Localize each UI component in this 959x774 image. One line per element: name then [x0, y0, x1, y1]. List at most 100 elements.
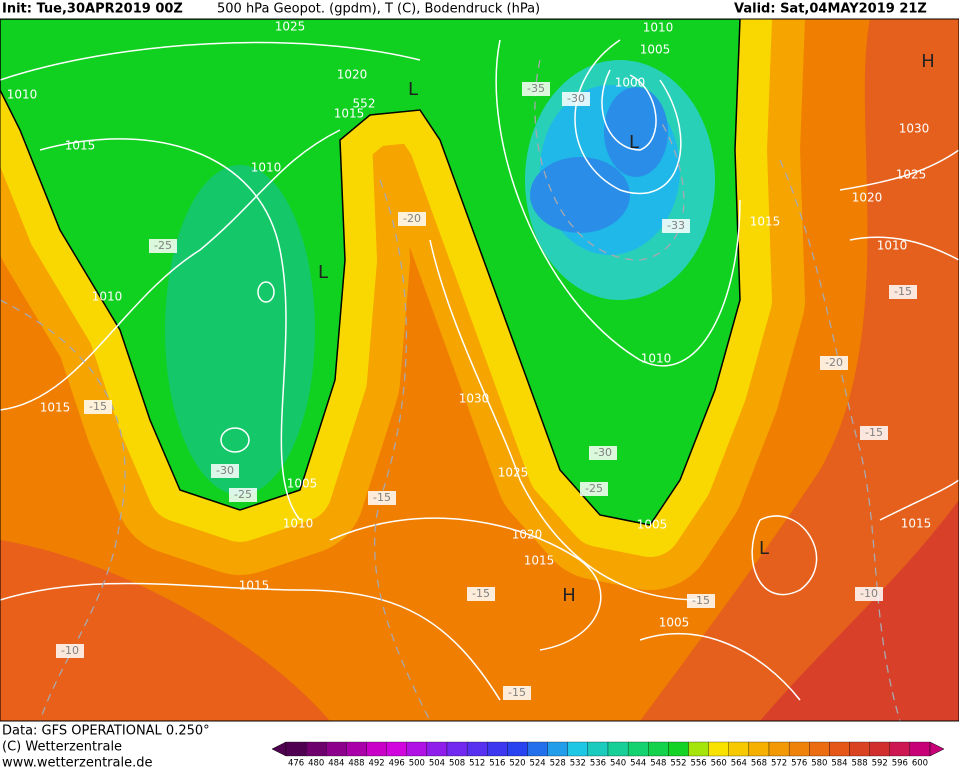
copyright: (C) Wetterzentrale — [2, 740, 122, 755]
isobar-label: 1010 — [251, 161, 282, 175]
colorbar-swatch — [487, 741, 508, 757]
colorbar-tick-label: 496 — [389, 759, 405, 769]
temperature-label: -20 — [825, 356, 843, 369]
colorbar-tick-label: 512 — [469, 759, 485, 769]
temperature-label-box — [580, 482, 608, 496]
colorbar-swatch — [346, 741, 367, 757]
temperature-label-box — [889, 285, 917, 299]
temperature-label: -35 — [527, 82, 545, 95]
map-labels: 1025 101010051000101010205521015103010151… — [7, 20, 935, 700]
temperature-label-box — [522, 82, 550, 96]
colorbar: 476 480 484 488 492 496 500 504 508 512 516 520 524 5… — [271, 741, 945, 769]
temperature-label: -20 — [403, 212, 421, 225]
colorbar-tick-label: 520 — [509, 759, 525, 769]
temperature-label-box — [820, 356, 848, 370]
field-description: 500 hPa Geopot. (gpdm), T (C), Bodendruc… — [217, 2, 540, 17]
isobar-label: 1005 — [637, 518, 668, 532]
colorbar-swatch — [909, 741, 931, 757]
colorbar-swatch — [889, 741, 911, 757]
isobar-label: 552 — [353, 97, 376, 111]
temperature-label-box — [398, 212, 426, 226]
website: www.wetterzentrale.de — [2, 756, 152, 771]
colorbar-tick-label: 532 — [570, 759, 586, 769]
isobar — [639, 632, 801, 701]
warm-region — [640, 19, 959, 721]
colorbar-tick-label: 592 — [872, 759, 888, 769]
pressure-center: L — [629, 132, 639, 153]
colorbar-tick-label: 600 — [912, 759, 928, 769]
colorbar-tick-label: 476 — [288, 759, 304, 769]
isobar-label: 1015 — [334, 107, 365, 121]
isotherm — [373, 179, 431, 721]
colorbar-tick-label: 488 — [348, 759, 364, 769]
colorbar-swatch — [809, 741, 830, 757]
temperature-label: -10 — [61, 644, 79, 657]
temperature-label: -25 — [154, 239, 172, 252]
isobar — [574, 39, 682, 195]
colorbar-swatch — [567, 741, 589, 757]
isobar-label: 1015 — [750, 215, 781, 229]
colorbar-tick-label: 560 — [711, 759, 727, 769]
isobars — [0, 39, 959, 701]
colorbar-tick-label: 580 — [811, 759, 827, 769]
colorbar-swatch — [305, 741, 327, 757]
band-blue — [604, 87, 668, 177]
colorbar-swatch — [829, 741, 850, 757]
colorbar-end — [271, 741, 287, 757]
temperature-label: -15 — [472, 587, 490, 600]
temperature-label-box — [467, 587, 495, 601]
isobar-label: 1020 — [337, 68, 368, 82]
colorbar-swatch — [527, 741, 548, 757]
temperature-label-box — [687, 594, 715, 608]
colorbar-swatch — [366, 741, 387, 757]
colorbar-tick-label: 596 — [892, 759, 908, 769]
isobar-label: 1015 — [239, 579, 270, 593]
colorbar-tick-label: 500 — [409, 759, 425, 769]
colorbar-swatch — [648, 741, 669, 757]
colorbar-tick-label: 540 — [610, 759, 626, 769]
isobar-label: 1015 — [524, 554, 555, 568]
colorbar-swatch — [708, 741, 729, 757]
colorbar-swatch — [507, 741, 528, 757]
isobar — [220, 427, 250, 453]
colorbar-tick-label: 480 — [308, 759, 324, 769]
map-frame — [0, 18, 959, 722]
isobar-label: 1010 — [92, 290, 123, 304]
colorbar-tick-label: 568 — [751, 759, 767, 769]
data-source: Data: GFS OPERATIONAL 0.250° — [2, 724, 210, 739]
cold-air-mass — [0, 19, 805, 590]
colorbar-swatch — [285, 741, 307, 757]
valid-time: Valid: Sat,04MAY2019 21Z — [734, 2, 927, 17]
isobar-label: 1010 — [641, 352, 672, 366]
isobar-label: 1015 — [65, 139, 96, 153]
temperature-label: -25 — [585, 482, 603, 495]
temperature-label-box — [84, 400, 112, 414]
colorbar-tick-label: 484 — [328, 759, 344, 769]
isobar — [329, 517, 602, 651]
isobar-label: 1025 — [498, 466, 529, 480]
map-area: 1025 101010051000101010205521015103010151… — [0, 19, 959, 721]
colorbar-swatch — [326, 741, 347, 757]
colorbar-swatch — [728, 741, 750, 757]
temperature-label-box — [860, 426, 888, 440]
colorbar-swatch — [627, 741, 649, 757]
colorbar-swatch — [406, 741, 428, 757]
colorbar-swatch — [446, 741, 468, 757]
isobar-label: 1015 — [40, 401, 71, 415]
temperature-label: -15 — [373, 491, 391, 504]
colorbar-tick-label: 556 — [690, 759, 706, 769]
colorbar-tick-label: 584 — [831, 759, 847, 769]
colorbar-tick-label: 524 — [529, 759, 545, 769]
isobar-label: 1005 — [640, 43, 671, 57]
isobar-label: 1025 — [896, 168, 927, 182]
isobar — [601, 69, 657, 151]
temperature-label-box — [589, 446, 617, 460]
isobar-label: 1010 — [643, 21, 674, 35]
temperature-label-box — [662, 219, 690, 233]
temperature-label-box — [503, 686, 531, 700]
colorbar-tick-label: 492 — [368, 759, 384, 769]
colorbar-swatch — [748, 741, 770, 757]
temperature-label: -15 — [894, 285, 912, 298]
